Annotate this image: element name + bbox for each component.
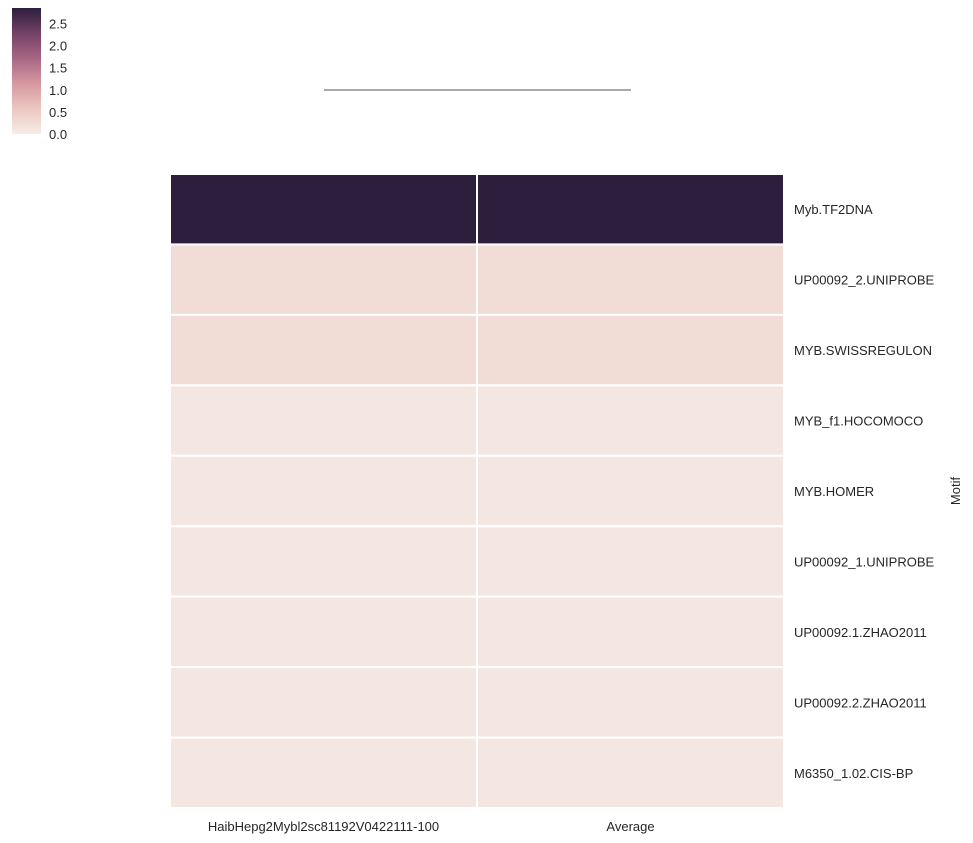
colorbar-tick-label: 1.0	[49, 83, 67, 98]
heatmap-cell	[476, 525, 785, 598]
row-label: Myb.TF2DNA	[794, 202, 873, 217]
colorbar-gradient	[12, 8, 41, 134]
heatmap-cell	[476, 384, 785, 457]
row-label: MYB.SWISSREGULON	[794, 343, 932, 358]
row-label: UP00092.2.ZHAO2011	[794, 695, 927, 710]
heatmap-cell	[169, 666, 478, 739]
heatmap-cell	[476, 595, 785, 669]
heatmap-cell	[169, 173, 478, 246]
heatmap-cell	[169, 243, 478, 316]
row-label: UP00092_1.UNIPROBE	[794, 554, 935, 569]
heatmap-cell	[169, 525, 478, 598]
row-label: M6350_1.02.CIS-BP	[794, 766, 913, 781]
row-label: UP00092_2.UNIPROBE	[794, 273, 935, 288]
heatmap-cell	[476, 173, 785, 246]
heatmap-cell	[476, 313, 785, 387]
row-label: UP00092.1.ZHAO2011	[794, 625, 927, 640]
heatmap-cell	[476, 666, 785, 739]
row-label: MYB_f1.HOCOMOCO	[794, 414, 923, 429]
heatmap-cell	[476, 243, 785, 316]
heatmap-cell	[476, 736, 785, 809]
heatmap-cell	[169, 313, 478, 387]
colorbar-tick-label: 0.5	[49, 105, 67, 120]
colorbar-tick-label: 0.0	[49, 127, 67, 142]
colorbar-tick-label: 2.5	[49, 16, 67, 31]
y-axis-label: Motif	[948, 477, 963, 506]
column-label: Average	[606, 819, 654, 834]
colorbar-tick-label: 1.5	[49, 61, 67, 76]
colorbar-tick-label: 2.0	[49, 39, 67, 54]
heatmap-cell	[476, 454, 785, 528]
row-label: MYB.HOMER	[794, 484, 874, 499]
heatmap-cell	[169, 384, 478, 457]
heatmap-cell	[169, 454, 478, 528]
colorbar: 0.0 0.5 1.0 1.5 2.0 2.5	[12, 8, 67, 142]
heatmap-cell	[169, 736, 478, 809]
heatmap-cell	[169, 595, 478, 669]
column-label: HaibHepg2Mybl2sc81192V0422111-100	[208, 819, 439, 834]
